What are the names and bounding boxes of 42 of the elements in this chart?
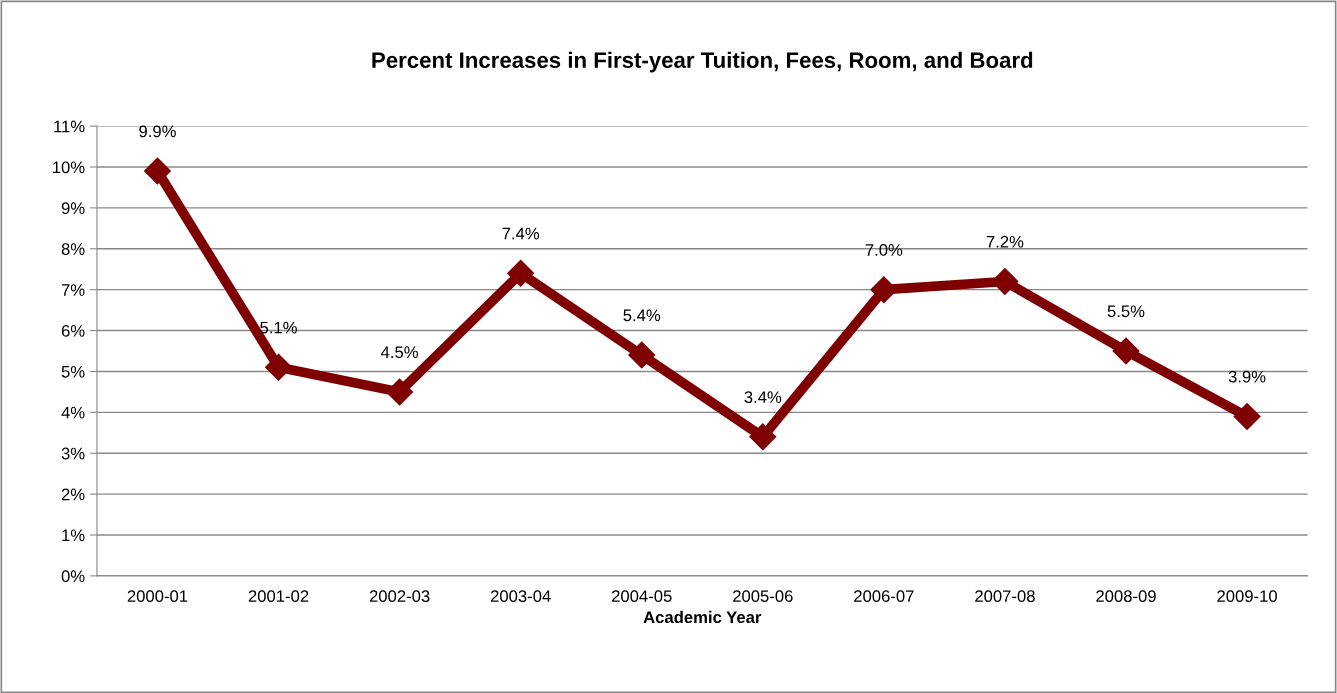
x-axis-title: Academic Year <box>643 610 762 624</box>
y-tick-label: 8% <box>61 243 85 255</box>
point <box>628 341 656 369</box>
x-tick-label: 2009-10 <box>1217 590 1277 603</box>
point <box>507 259 535 287</box>
data-label: 3.4% <box>744 391 782 404</box>
y-tick-label: 1% <box>62 529 85 542</box>
x-tick-label: 2000-01 <box>127 590 188 603</box>
point <box>386 378 414 406</box>
data-label: 5.5% <box>1107 305 1145 318</box>
y-tick-label: 2% <box>61 488 85 501</box>
data-label: 7.2% <box>986 235 1024 248</box>
point <box>265 353 292 381</box>
y-tick-label: 7% <box>61 284 85 296</box>
data-label: 5.1% <box>260 321 297 334</box>
x-tick-label: 2006-07 <box>854 590 914 603</box>
y-tick-label: 6% <box>61 324 85 337</box>
data-label: 3.9% <box>1228 370 1266 383</box>
y-tick-label: 0% <box>61 570 85 583</box>
x-tick-label: 2008-09 <box>1096 590 1156 603</box>
y-tick-label: 11% <box>54 120 85 133</box>
y-tick-label: 3% <box>61 447 85 460</box>
data-label: 4.5% <box>380 346 418 359</box>
y-tick-label: 4% <box>61 406 85 419</box>
data-label: 9.9% <box>139 125 176 138</box>
y-tick-label: 10% <box>53 161 85 174</box>
point <box>1233 402 1261 430</box>
y-tick-label: 5% <box>61 365 85 378</box>
point <box>144 157 171 185</box>
point <box>749 423 777 451</box>
x-tick-label: 2003-04 <box>490 590 551 603</box>
y-tick-label: 9% <box>61 202 85 215</box>
chart-title: Percent Increases in First-year Tuition, Fees, Room, and Board <box>372 51 1033 73</box>
data-label: 7.0% <box>865 244 903 256</box>
x-tick-label: 2005-06 <box>733 590 793 603</box>
x-tick-label: 2001-02 <box>248 590 309 603</box>
x-tick-label: 2004-05 <box>611 590 672 603</box>
data-label: 5.4% <box>623 309 661 322</box>
data-label: 7.4% <box>502 227 540 240</box>
x-tick-label: 2002-03 <box>369 590 430 603</box>
point <box>1112 337 1140 365</box>
x-tick-label: 2007-08 <box>975 590 1035 603</box>
